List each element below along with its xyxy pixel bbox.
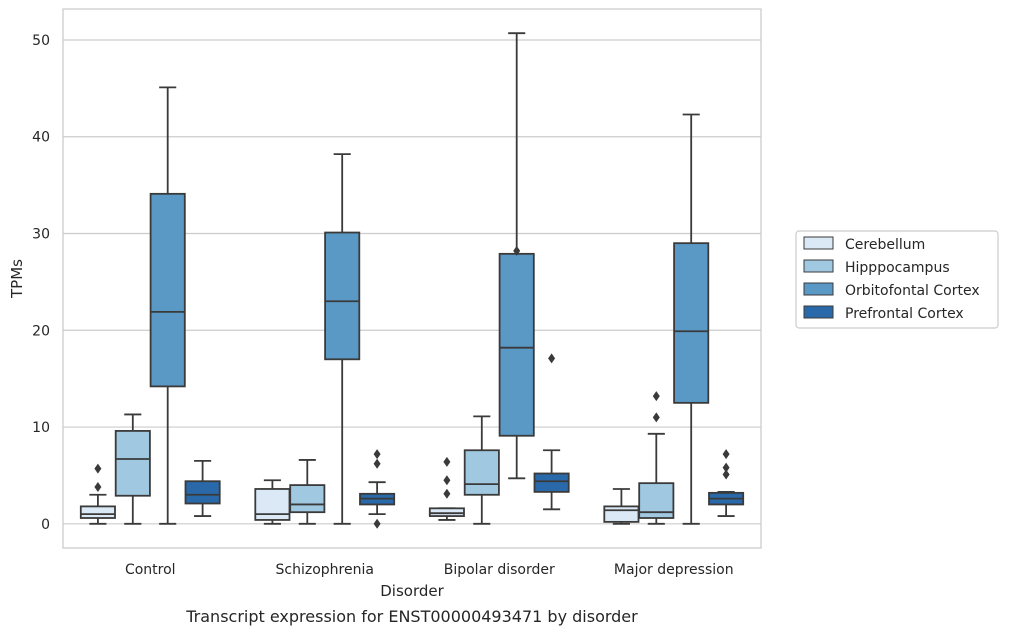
y-tick-label: 50 bbox=[32, 33, 50, 49]
outlier-point bbox=[513, 245, 521, 256]
box-3-2 bbox=[673, 113, 710, 525]
outlier-point bbox=[373, 449, 381, 460]
y-tick-label: 30 bbox=[32, 227, 50, 243]
box-0-2 bbox=[149, 86, 186, 525]
box-1-1 bbox=[289, 459, 326, 525]
box-body bbox=[673, 242, 710, 404]
outlier-point bbox=[443, 456, 451, 467]
outlier-point bbox=[94, 482, 102, 493]
box-1-3 bbox=[359, 449, 396, 529]
outlier-point bbox=[373, 458, 381, 469]
outlier-point bbox=[722, 469, 730, 480]
box-body bbox=[149, 192, 186, 388]
legend-label: Hipppocampus bbox=[845, 260, 950, 276]
box-body bbox=[254, 488, 291, 521]
outlier-point bbox=[94, 463, 102, 474]
box-0-3 bbox=[184, 460, 221, 517]
box-body bbox=[533, 472, 570, 493]
legend-swatch bbox=[803, 305, 834, 319]
box-3-1 bbox=[638, 391, 675, 525]
box-body bbox=[289, 484, 326, 514]
figure-caption: Transcript expression for ENST0000049347… bbox=[185, 607, 638, 626]
x-tick-labels: Control Schizophrenia Bipolar disorder Majo… bbox=[125, 562, 734, 578]
box-2-2 bbox=[498, 32, 535, 480]
y-axis-label: TPMs bbox=[8, 259, 26, 299]
box-body bbox=[184, 480, 221, 505]
legend-swatch bbox=[803, 236, 834, 250]
y-tick-label: 20 bbox=[32, 323, 50, 339]
y-tick-label: 0 bbox=[41, 517, 50, 533]
box-body bbox=[114, 430, 151, 497]
box-3-3 bbox=[708, 449, 745, 517]
outlier-point bbox=[373, 518, 381, 529]
box-0-0 bbox=[79, 463, 116, 525]
outlier-point bbox=[652, 391, 660, 402]
box-body bbox=[498, 252, 535, 437]
x-tick-label: Bipolar disorder bbox=[444, 562, 555, 578]
box-body bbox=[324, 231, 361, 361]
legend-label: Orbitofontal Cortex bbox=[845, 283, 980, 299]
x-axis-label: Disorder bbox=[380, 582, 444, 600]
legend-swatch bbox=[803, 259, 834, 273]
y-tick-label: 40 bbox=[32, 130, 50, 146]
box-2-3 bbox=[533, 353, 570, 511]
box-1-0 bbox=[254, 479, 291, 525]
legend-frame bbox=[795, 230, 999, 329]
legend-swatch bbox=[803, 282, 834, 296]
y-tick-label: 10 bbox=[32, 420, 50, 436]
box-marks bbox=[79, 32, 745, 529]
box-body bbox=[463, 449, 500, 496]
box-1-2 bbox=[324, 153, 361, 525]
box-body bbox=[79, 505, 116, 519]
outlier-point bbox=[443, 488, 451, 499]
legend-label: Prefrontal Cortex bbox=[845, 306, 964, 322]
x-tick-label: Major depression bbox=[614, 562, 734, 578]
legend-label: Cerebellum bbox=[845, 237, 925, 253]
box-2-0 bbox=[428, 456, 465, 521]
plot-frame bbox=[62, 8, 762, 549]
legend: Cerebellum Hipppocampus Orbitofontal Corte… bbox=[795, 230, 999, 329]
outlier-point bbox=[652, 412, 660, 423]
x-tick-label: Schizophrenia bbox=[276, 562, 374, 578]
box-3-0 bbox=[603, 488, 640, 525]
outlier-point bbox=[722, 449, 730, 460]
outlier-point bbox=[548, 353, 556, 364]
x-tick-label: Control bbox=[125, 562, 176, 578]
y-tick-labels: 0 10 20 30 40 50 bbox=[32, 33, 50, 533]
outlier-point bbox=[722, 462, 730, 473]
outlier-point bbox=[443, 475, 451, 486]
box-body bbox=[428, 507, 465, 517]
box-body bbox=[603, 505, 640, 523]
box-2-1 bbox=[463, 415, 500, 525]
box-0-1 bbox=[114, 413, 151, 525]
